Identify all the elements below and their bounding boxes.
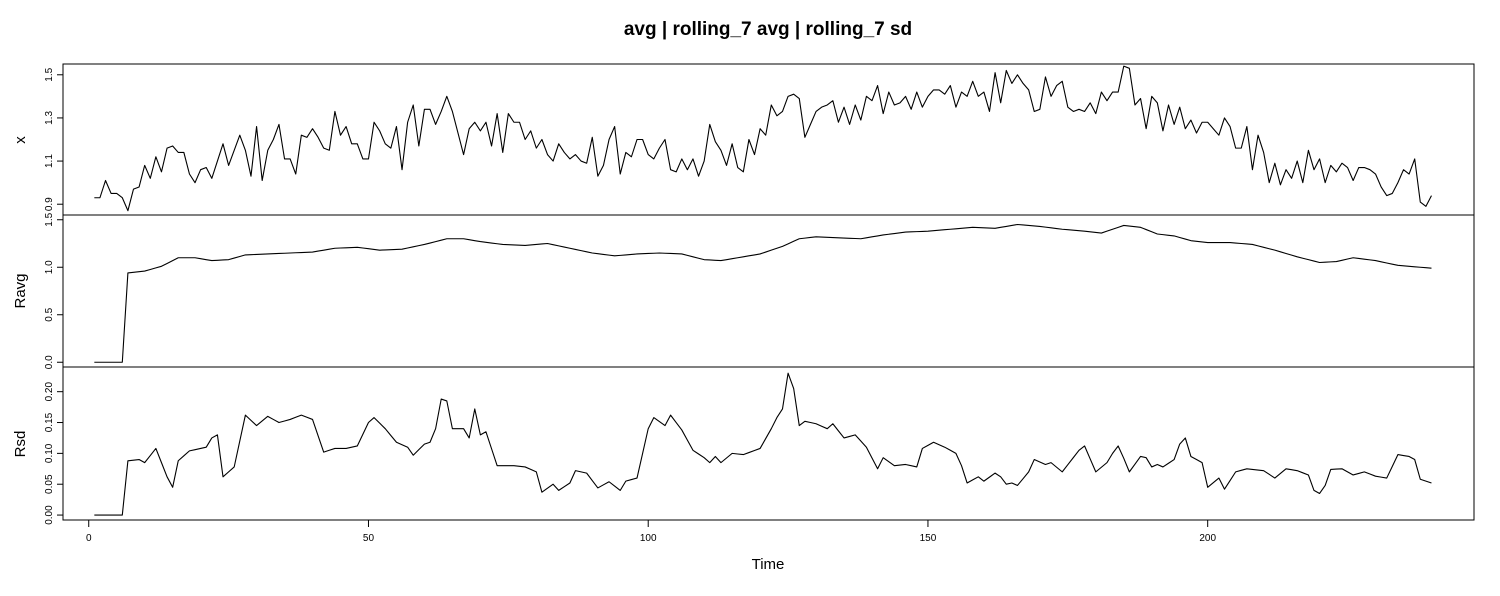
panel-ravg: Ravg 0.0 0.5 1.0 1.5 — [12, 212, 1432, 369]
x-tick-label: 0 — [86, 533, 92, 544]
y-tick-label-rsd: 0.05 — [44, 474, 55, 494]
series-line-x — [94, 65, 1432, 212]
plot-frame — [62, 63, 1475, 521]
y-tick-label-ravg: 1.5 — [44, 212, 55, 226]
x-tick-label: 100 — [640, 533, 657, 544]
y-axis-label-rsd: Rsd — [12, 431, 29, 458]
y-tick-label-ravg: 0.5 — [44, 307, 55, 321]
series-line-rsd — [94, 372, 1432, 516]
y-tick-label-rsd: 0.15 — [44, 412, 55, 432]
x-tick-label: 150 — [920, 533, 937, 544]
y-tick-label-x: 1.5 — [44, 67, 55, 81]
y-tick-label-rsd: 0.20 — [44, 382, 55, 402]
x-axis-label: Time — [752, 556, 785, 573]
x-tick-label: 200 — [1199, 533, 1216, 544]
x-axis: 0 50 100 150 200 — [86, 519, 1216, 544]
y-tick-label-x: 1.3 — [44, 111, 55, 125]
y-axis-label-ravg: Ravg — [12, 273, 29, 308]
panel-x: x 0.9 1.1 1.3 1.5 — [12, 65, 1432, 212]
x-tick-label: 50 — [363, 533, 375, 544]
series-line-ravg — [94, 223, 1432, 363]
chart-title: avg | rolling_7 avg | rolling_7 sd — [624, 19, 912, 40]
y-tick-label-rsd: 0.00 — [44, 505, 55, 525]
y-tick-label-x: 1.1 — [44, 154, 55, 168]
y-tick-label-x: 0.9 — [44, 197, 55, 211]
y-tick-label-rsd: 0.10 — [44, 443, 55, 463]
y-axis-label-x: x — [12, 136, 29, 144]
panel-rsd: Rsd 0.00 0.05 0.10 0.15 0.20 — [12, 372, 1432, 525]
y-tick-label-ravg: 1.0 — [44, 260, 55, 274]
y-tick-label-ravg: 0.0 — [44, 355, 55, 369]
